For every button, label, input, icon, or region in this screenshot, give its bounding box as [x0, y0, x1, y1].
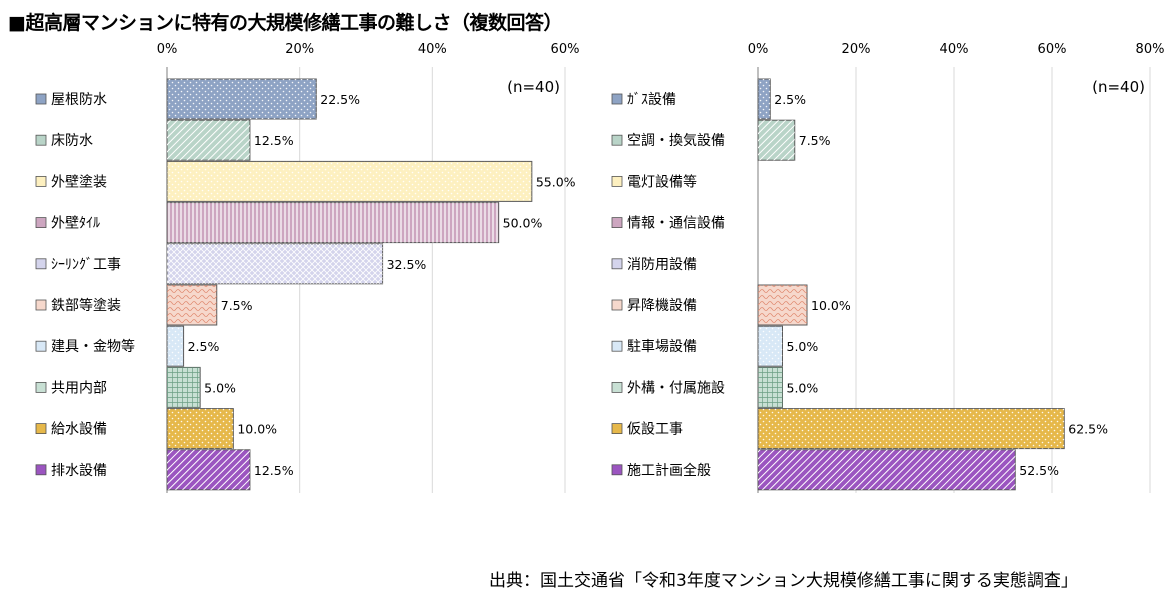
chart-panel-1: 0% 20% 40% 60% (n=40) 屋根防水 22.5% 床防水 12.5% 外壁塗装 55…	[35, 42, 580, 493]
sample-size-note: (n=40)	[1092, 78, 1145, 96]
x-tick-label: 40%	[940, 42, 969, 57]
bar-texture	[167, 243, 383, 284]
category-label: ｼｰﾘﾝｸﾞ工事	[51, 257, 121, 273]
chart-title: ■超高層マンションに特有の大規模修繕工事の難しさ（複数回答）	[8, 12, 562, 34]
legend-swatch	[611, 93, 623, 105]
bar-texture	[758, 79, 771, 119]
category-label: 屋根防水	[51, 92, 107, 108]
category-label: 昇降機設備	[627, 298, 697, 314]
legend-swatch	[35, 134, 47, 146]
bar-texture	[758, 408, 1065, 449]
legend-swatch	[35, 464, 47, 476]
data-label: 10.0%	[237, 422, 277, 437]
bar-texture	[758, 367, 783, 408]
category-label: 外構・付属施設	[627, 380, 725, 396]
category-label: 鉄部等塗装	[51, 297, 121, 314]
legend-swatch	[35, 93, 47, 105]
bar-texture	[167, 79, 317, 119]
data-label: 50.0%	[503, 216, 543, 231]
legend-swatch	[611, 423, 623, 435]
category-label: 消防用設備	[627, 257, 697, 273]
sample-size-note: (n=40)	[507, 78, 560, 96]
bar-texture	[758, 326, 783, 367]
data-label: 55.0%	[536, 174, 576, 189]
legend-swatch	[611, 258, 623, 270]
data-label: 12.5%	[254, 463, 294, 478]
data-label: 2.5%	[188, 339, 220, 354]
category-label: 情報・通信設備	[627, 216, 725, 232]
category-label: 外壁塗装	[51, 173, 107, 190]
legend-swatch	[35, 175, 47, 187]
category-label: 建具・金物等	[51, 338, 135, 355]
bar-texture	[758, 449, 1016, 490]
legend-swatch	[35, 340, 47, 352]
data-label: 7.5%	[799, 133, 831, 148]
category-label: 外壁ﾀｲﾙ	[51, 216, 100, 232]
data-label: 32.5%	[387, 257, 427, 272]
x-tick-label: 20%	[285, 42, 314, 57]
x-tick-label: 20%	[842, 42, 871, 57]
data-label: 12.5%	[254, 133, 294, 148]
data-label: 5.0%	[787, 380, 819, 395]
data-label: 62.5%	[1068, 422, 1108, 437]
category-label: ｶﾞｽ設備	[627, 92, 676, 108]
legend-swatch	[35, 299, 47, 311]
category-label: 排水設備	[51, 463, 107, 479]
legend-swatch	[611, 381, 623, 393]
data-label: 22.5%	[320, 92, 360, 107]
data-label: 7.5%	[221, 298, 253, 313]
bar-texture	[167, 202, 499, 243]
bar-texture	[758, 285, 807, 325]
data-label: 5.0%	[787, 339, 819, 354]
category-label: 給水設備	[51, 422, 107, 438]
chart-panel-2: 0% 20% 40% 60% 80% (n=40) ｶﾞｽ設備 2.5% 空調・換気設備 7.5%…	[611, 42, 1165, 493]
bar-texture	[167, 367, 201, 408]
data-label: 10.0%	[811, 298, 851, 313]
x-tick-label: 60%	[1038, 42, 1067, 57]
category-label: 床防水	[51, 133, 93, 149]
bar-texture	[167, 161, 532, 202]
bar-texture	[167, 285, 217, 325]
category-label: 共用内部	[51, 380, 107, 396]
bar-texture	[167, 408, 234, 449]
legend-swatch	[611, 464, 623, 476]
bar-texture	[167, 449, 250, 490]
legend-swatch	[35, 258, 47, 270]
x-tick-label: 0%	[157, 42, 178, 57]
legend-swatch	[611, 134, 623, 146]
bar-texture	[758, 120, 795, 161]
legend-swatch	[35, 423, 47, 435]
bar-texture	[167, 326, 184, 367]
source-note: 出典：国土交通省「令和3年度マンション大規模修繕工事に関する実態調査」	[489, 571, 1078, 591]
legend-swatch	[611, 299, 623, 311]
legend-swatch	[611, 217, 623, 229]
x-tick-label: 0%	[748, 42, 769, 57]
category-label: 空調・換気設備	[627, 133, 725, 149]
data-label: 2.5%	[774, 92, 806, 107]
category-label: 施工計画全般	[627, 462, 711, 479]
data-label: 5.0%	[204, 380, 236, 395]
x-tick-label: 80%	[1136, 42, 1165, 57]
x-tick-label: 60%	[551, 42, 580, 57]
data-label: 52.5%	[1019, 463, 1059, 478]
legend-swatch	[35, 381, 47, 393]
category-label: 駐車場設備	[627, 338, 697, 355]
category-label: 電灯設備等	[627, 173, 697, 190]
legend-swatch	[35, 217, 47, 229]
legend-swatch	[611, 340, 623, 352]
legend-swatch	[611, 175, 623, 187]
bar-texture	[167, 120, 250, 161]
category-label: 仮設工事	[627, 422, 683, 438]
x-tick-label: 40%	[418, 42, 447, 57]
